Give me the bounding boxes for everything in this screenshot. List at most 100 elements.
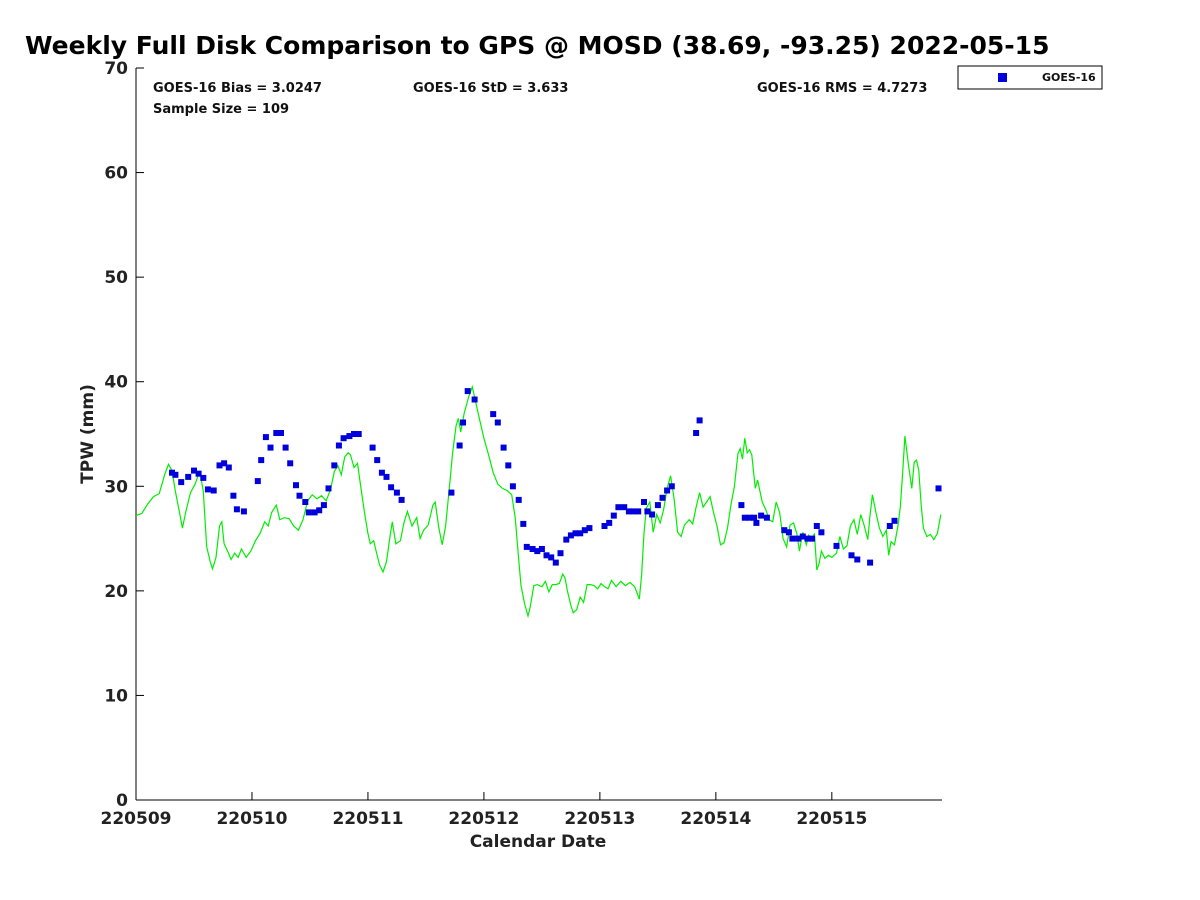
goes16-point xyxy=(262,434,269,441)
goes16-point xyxy=(586,525,593,532)
goes16-point xyxy=(833,542,840,549)
y-tick-label: 0 xyxy=(116,791,128,811)
goes16-point xyxy=(751,514,758,521)
goes16-point xyxy=(543,552,550,559)
gps-series xyxy=(135,384,942,619)
legend-marker-goes16 xyxy=(998,73,1007,82)
x-tick-label: 220515 xyxy=(796,809,867,829)
goes16-point xyxy=(233,506,240,513)
goes16-point xyxy=(610,512,617,519)
goes16-point xyxy=(785,529,792,536)
ticks: 0 10 20 30 40 50 60 70 220509 220510 220511 220512 2… xyxy=(101,59,868,829)
goes16-point xyxy=(799,533,806,540)
legend-box xyxy=(957,65,1103,90)
legend-label-goes16: GOES-16 xyxy=(1042,71,1096,84)
goes16-point xyxy=(606,519,613,526)
goes16-point xyxy=(615,504,622,511)
goes16-point xyxy=(625,508,632,515)
stat-std: GOES-16 StD = 3.633 xyxy=(413,81,568,96)
goes16-point xyxy=(867,559,874,566)
goes16-point xyxy=(572,530,579,537)
goes16-point xyxy=(795,535,802,542)
goes16-point xyxy=(753,519,760,526)
x-tick-label: 220513 xyxy=(564,809,635,829)
goes16-point xyxy=(813,523,820,529)
y-tick-label: 10 xyxy=(104,686,128,706)
goes16-point xyxy=(534,548,541,555)
goes16-point xyxy=(178,479,185,486)
goes16-point xyxy=(355,431,362,437)
goes16-point xyxy=(191,467,197,474)
goes16-point xyxy=(509,483,516,490)
goes16-point xyxy=(552,559,559,566)
goes16-point xyxy=(169,469,175,476)
goes16-point xyxy=(311,509,318,516)
goes16-point xyxy=(258,457,265,464)
goes16-point xyxy=(273,430,280,436)
goes16-point xyxy=(293,482,299,489)
goes16-point xyxy=(240,508,247,515)
stat-sample-size: Sample Size = 109 xyxy=(153,102,289,117)
goes16-point xyxy=(195,470,202,477)
goes16-point xyxy=(305,509,312,516)
goes16-point xyxy=(538,546,545,552)
goes16-point xyxy=(818,529,825,536)
goes16-point xyxy=(460,419,466,426)
goes16-point xyxy=(374,457,381,464)
legend: GOES-16 xyxy=(957,65,1103,90)
goes16-point xyxy=(500,444,507,451)
x-tick-label: 220509 xyxy=(101,809,172,829)
goes16-point xyxy=(216,462,223,469)
goes16-point xyxy=(351,431,357,437)
goes16-point xyxy=(490,411,497,418)
goes16-point xyxy=(225,464,232,471)
goes16-point xyxy=(200,474,207,481)
goes16-point xyxy=(738,502,745,509)
goes16-point xyxy=(346,433,353,440)
goes16-point xyxy=(659,494,666,501)
goes16-point xyxy=(325,485,332,492)
plot-area xyxy=(135,68,942,801)
goes16-point xyxy=(383,473,390,480)
goes16-point xyxy=(529,546,536,552)
goes16-point xyxy=(505,462,512,469)
goes16-point xyxy=(302,499,309,505)
goes16-point xyxy=(696,417,703,424)
goes16-point xyxy=(581,527,588,534)
goes16-point xyxy=(621,504,628,511)
stat-rms: GOES-16 RMS = 4.7273 xyxy=(757,81,927,96)
goes16-point xyxy=(644,508,651,515)
goes16-point xyxy=(393,489,400,496)
goes16-point xyxy=(378,469,385,476)
goes16-point xyxy=(854,556,861,563)
goes16-point xyxy=(664,487,671,494)
goes16-point xyxy=(230,492,237,499)
goes16-point xyxy=(693,430,700,436)
goes16-point xyxy=(210,487,217,494)
goes16-point xyxy=(282,444,289,451)
y-tick-label: 30 xyxy=(104,477,128,497)
goes16-point xyxy=(523,543,530,550)
goes16-series xyxy=(169,388,942,566)
goes16-point xyxy=(471,396,478,403)
goes16-point xyxy=(287,460,294,467)
chart-title: Weekly Full Disk Comparison to GPS @ MOS… xyxy=(25,31,1049,60)
goes16-point xyxy=(464,388,471,395)
goes16-point xyxy=(746,514,753,521)
goes16-point xyxy=(668,483,675,490)
goes16-point xyxy=(340,435,347,442)
stat-bias: GOES-16 Bias = 3.0247 xyxy=(153,81,322,96)
goes16-point xyxy=(635,508,642,515)
goes16-point xyxy=(185,473,192,480)
goes16-point xyxy=(448,489,455,496)
goes16-point xyxy=(848,552,855,559)
goes16-point xyxy=(758,512,765,519)
x-tick-label: 220512 xyxy=(448,809,519,829)
goes16-point xyxy=(789,535,796,542)
goes16-point xyxy=(641,499,647,505)
y-axis-title: TPW (mm) xyxy=(78,384,98,484)
goes16-point xyxy=(557,550,564,557)
goes16-point xyxy=(630,508,637,515)
goes16-point xyxy=(267,444,274,451)
goes16-point xyxy=(548,554,555,561)
